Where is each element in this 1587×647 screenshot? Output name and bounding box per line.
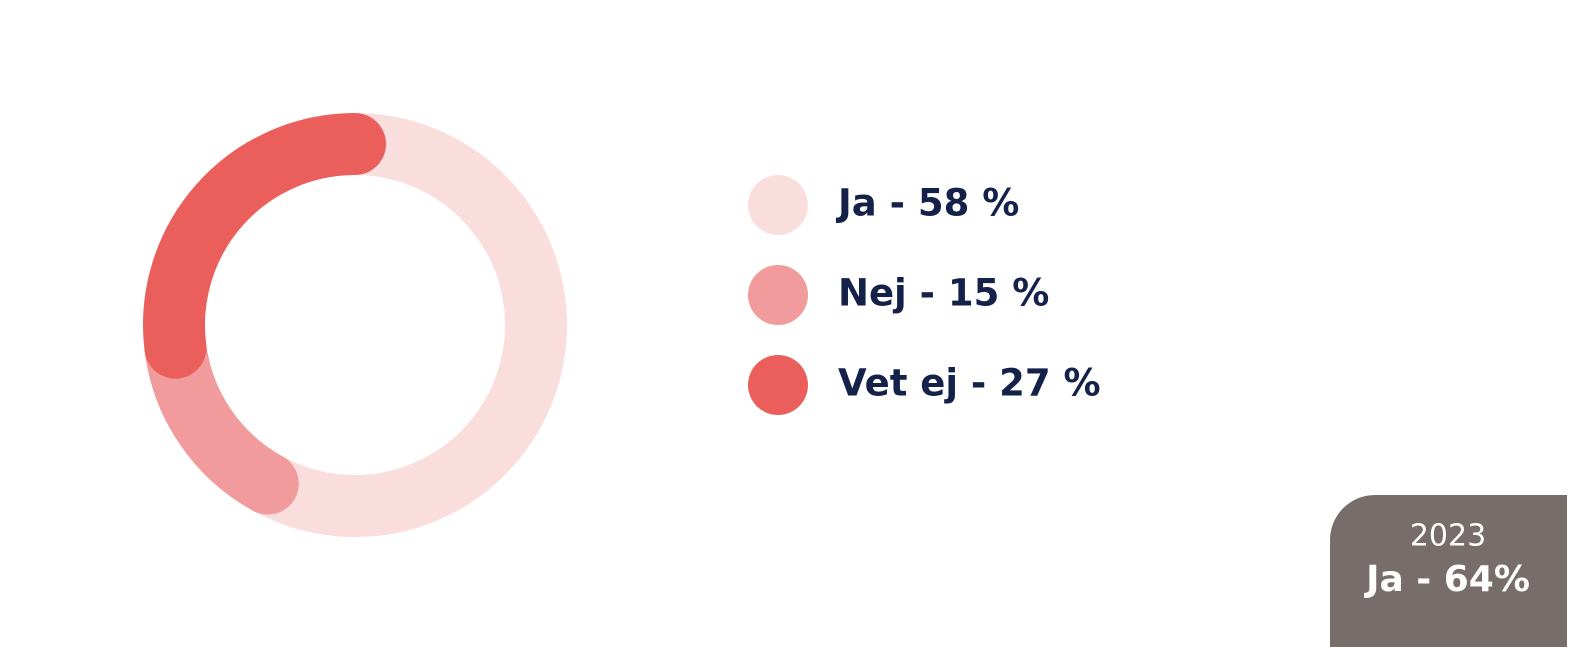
legend-label: Vet ej - 27 % xyxy=(838,362,1101,405)
donut xyxy=(143,113,567,537)
legend-swatch xyxy=(748,355,808,415)
badge-year: 2023 xyxy=(1410,519,1486,554)
donut-segment xyxy=(143,113,386,379)
legend-swatch xyxy=(748,175,808,235)
donut-segment xyxy=(236,113,567,537)
legend-swatch xyxy=(748,265,808,325)
badge xyxy=(1330,495,1567,647)
legend-label: Ja - 58 % xyxy=(835,182,1019,225)
legend-label: Nej - 15 % xyxy=(838,272,1049,315)
legend: Ja - 58 % Nej - 15 % Vet ej - 27 % xyxy=(748,175,1101,415)
badge-text: Ja - 64% xyxy=(1363,559,1530,600)
